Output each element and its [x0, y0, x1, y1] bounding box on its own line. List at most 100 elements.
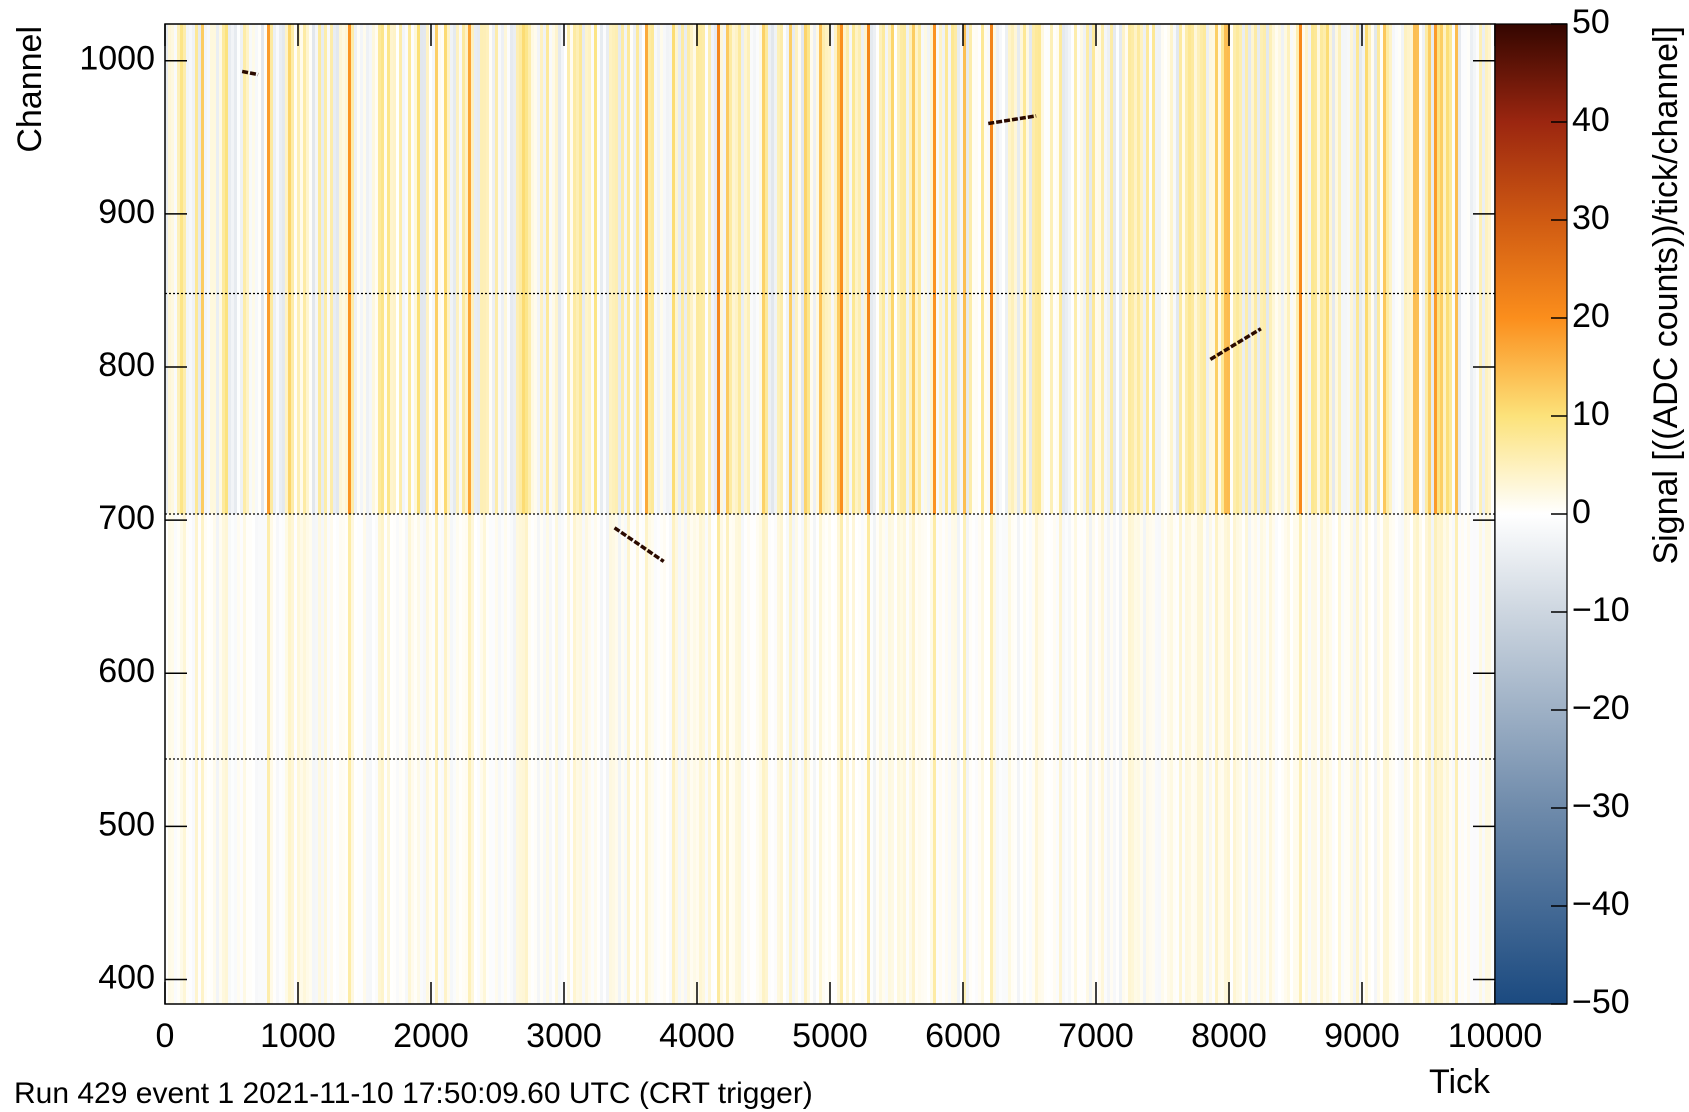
stripe [783, 24, 786, 514]
stripe [282, 24, 285, 514]
stripe [1083, 514, 1086, 1004]
stripe [492, 24, 495, 514]
stripe [1116, 24, 1119, 514]
stripe [546, 514, 549, 1004]
colorbar-tick-label: −20 [1572, 689, 1630, 727]
stripe [255, 24, 258, 514]
stripe [1320, 24, 1323, 514]
stripe [855, 514, 858, 1004]
stripe [1287, 514, 1290, 1004]
stripe [1242, 514, 1245, 1004]
stripe [1338, 514, 1341, 1004]
stripe [1074, 514, 1077, 1004]
stripe [807, 24, 810, 514]
stripe [402, 24, 405, 514]
stripe [630, 24, 633, 514]
stripe [1062, 514, 1065, 1004]
stripe [792, 24, 795, 514]
stripe [540, 24, 543, 514]
stripe [1077, 24, 1080, 514]
stripe [507, 24, 510, 514]
stripe [1305, 24, 1308, 514]
stripe [1143, 24, 1146, 514]
stripe [759, 24, 762, 514]
stripe [924, 24, 927, 514]
stripe [963, 24, 966, 514]
stripe [273, 24, 276, 514]
y-axis-label: Channel [11, 26, 49, 153]
stripe [840, 24, 843, 514]
stripe [984, 24, 987, 514]
stripe [567, 514, 570, 1004]
stripe [1143, 514, 1146, 1004]
stripe [918, 514, 921, 1004]
stripe [315, 24, 318, 514]
stripe [543, 24, 546, 514]
stripe [1341, 24, 1344, 514]
stripe [183, 514, 186, 1004]
stripe [486, 24, 489, 514]
stripe [1011, 24, 1014, 514]
stripe [930, 24, 933, 514]
stripe [462, 514, 465, 1004]
stripe [1311, 24, 1314, 514]
stripe [906, 24, 909, 514]
x-tick-label: 10000 [1448, 1017, 1543, 1055]
stripe [339, 514, 342, 1004]
stripe [591, 24, 594, 514]
stripe [654, 24, 657, 514]
stripe [450, 514, 453, 1004]
stripe [1293, 24, 1296, 514]
stripe [969, 24, 972, 514]
stripe [558, 24, 561, 514]
stripe [474, 514, 477, 1004]
stripe [627, 514, 630, 1004]
stripe [951, 514, 954, 1004]
stripe [1398, 514, 1401, 1004]
stripe [1266, 24, 1269, 514]
stripe [1107, 514, 1110, 1004]
stripe [1350, 514, 1353, 1004]
stripe [1155, 514, 1158, 1004]
stripe [1152, 24, 1155, 514]
stripe [291, 514, 294, 1004]
stripe [1344, 24, 1347, 514]
stripe [747, 24, 750, 514]
stripe [1146, 24, 1149, 514]
stripe [309, 24, 312, 514]
stripe [1278, 514, 1281, 1004]
stripe [1068, 24, 1071, 514]
stripe [819, 24, 822, 514]
stripe [1110, 24, 1113, 514]
stripe [777, 24, 780, 514]
stripe [1482, 514, 1485, 1004]
stripe [1182, 514, 1185, 1004]
stripe [807, 514, 810, 1004]
stripe [795, 514, 798, 1004]
stripe [318, 24, 321, 514]
stripe [843, 24, 846, 514]
stripe [1422, 24, 1425, 514]
stripe [1323, 514, 1326, 1004]
stripe [915, 24, 918, 514]
stripe [822, 514, 825, 1004]
stripe [594, 514, 597, 1004]
stripe [1230, 24, 1233, 514]
stripe [1326, 24, 1329, 514]
stripe [1410, 514, 1413, 1004]
stripe [633, 24, 636, 514]
stripe [771, 24, 774, 514]
stripe [1362, 24, 1365, 514]
x-tick-label: 2000 [393, 1017, 469, 1055]
stripe [1254, 24, 1257, 514]
stripe [618, 514, 621, 1004]
stripe [801, 24, 804, 514]
stripe [978, 24, 981, 514]
stripe [975, 24, 978, 514]
stripe [285, 24, 288, 514]
stripe [381, 24, 384, 514]
stripe [333, 24, 336, 514]
x-tick-label: 4000 [659, 1017, 735, 1055]
stripe [261, 24, 264, 514]
stripe [879, 514, 882, 1004]
